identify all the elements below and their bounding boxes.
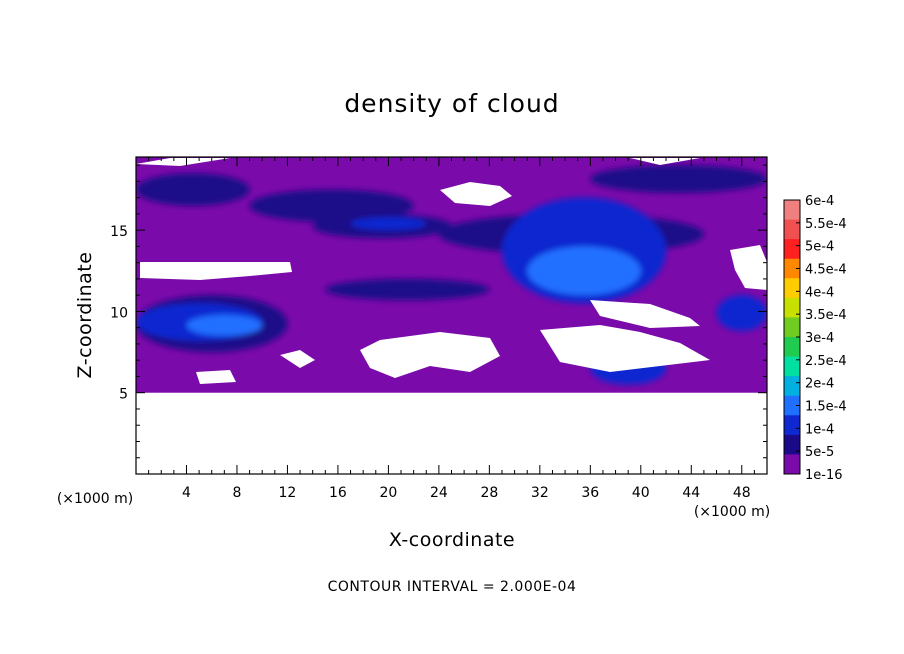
cloud-region — [325, 278, 490, 301]
colorbar-swatch — [784, 278, 800, 299]
colorbar-swatch — [784, 454, 800, 475]
contour-interval-note: CONTOUR INTERVAL = 2.000E-04 — [328, 579, 577, 595]
clear-gap — [360, 332, 500, 378]
colorbar-swatch — [784, 434, 800, 455]
y-tick-label: 15 — [110, 224, 128, 240]
x-tick-label: 40 — [632, 485, 650, 501]
colorbar-swatch — [784, 317, 800, 338]
y-tick-label: 5 — [119, 387, 128, 403]
x-unit-label: (×1000 m) — [694, 504, 770, 520]
colorbar-label: 5e-5 — [805, 445, 834, 460]
colorbar-label: 2.5e-4 — [805, 354, 847, 369]
colorbar: 6e-4 5.5e-4 5e-4 4.5e-4 4e-4 3.5e-4 3e-4 2.5e-4… — [783, 194, 847, 483]
x-tick-label: 20 — [379, 485, 397, 501]
colorbar-swatch — [784, 258, 800, 279]
colorbar-label: 3e-4 — [805, 331, 834, 346]
x-tick-label: 36 — [581, 485, 599, 501]
colorbar-label: 4e-4 — [805, 285, 834, 300]
colorbar-label: 6e-4 — [805, 194, 834, 209]
colorbar-swatch — [784, 395, 800, 416]
colorbar-label: 4.5e-4 — [805, 263, 847, 278]
x-tick-label: 44 — [682, 485, 700, 501]
colorbar-label: 1e-4 — [805, 422, 834, 437]
clear-gaps — [136, 158, 767, 384]
x-tick-label: 48 — [733, 485, 751, 501]
clear-gap — [540, 325, 710, 372]
clear-gap — [136, 158, 230, 166]
colorbar-swatch — [784, 219, 800, 240]
chart-title: density of cloud — [344, 89, 559, 118]
clear-gap — [440, 182, 512, 206]
cloud-region — [716, 295, 767, 331]
x-tick-label: 4 — [182, 485, 191, 501]
x-axis-label: X-coordinate — [389, 529, 515, 551]
colorbar-label: 5.5e-4 — [805, 217, 847, 232]
cloud-region — [590, 165, 767, 193]
y-tick-label: 10 — [110, 305, 128, 321]
plot-area — [136, 157, 767, 474]
x-tick-label: 8 — [232, 485, 241, 501]
cloud-region — [186, 314, 263, 336]
x-tick-label: 32 — [531, 485, 549, 501]
clear-gap — [630, 158, 700, 165]
x-tick-label: 24 — [430, 485, 448, 501]
clear-gap — [280, 350, 315, 368]
clear-gap — [590, 300, 700, 328]
y-axis-label: Z-coordinate — [74, 252, 96, 379]
x-tick-label: 16 — [329, 485, 347, 501]
clear-gap — [730, 245, 767, 290]
clear-gap — [140, 262, 292, 280]
colorbar-label: 3.5e-4 — [805, 308, 847, 323]
cloud-region — [350, 217, 427, 231]
clear-gap — [196, 370, 236, 384]
x-axis: 4 8 12 16 20 24 28 32 36 40 44 48 — [148, 157, 755, 501]
y-axis: 5 10 15 — [110, 164, 767, 459]
colorbar-swatch — [784, 356, 800, 377]
colorbar-label: 1.5e-4 — [805, 400, 847, 415]
clear-zone-bottom — [136, 393, 767, 474]
cloud-region — [136, 173, 250, 206]
colorbar-swatch — [784, 415, 800, 436]
cloud-region — [249, 189, 414, 223]
colorbar-label: 1e-16 — [805, 468, 843, 483]
colorbar-swatch — [784, 297, 800, 318]
cloud-region — [527, 246, 641, 296]
colorbar-label: 2e-4 — [805, 377, 834, 392]
x-tick-label: 12 — [279, 485, 297, 501]
colorbar-swatch — [784, 337, 800, 358]
x-tick-label: 28 — [480, 485, 498, 501]
y-unit-label: (×1000 m) — [57, 491, 133, 507]
colorbar-swatch — [784, 239, 800, 260]
colorbar-swatch — [784, 376, 800, 397]
colorbar-label: 5e-4 — [805, 240, 834, 255]
colorbar-swatch — [784, 200, 800, 221]
